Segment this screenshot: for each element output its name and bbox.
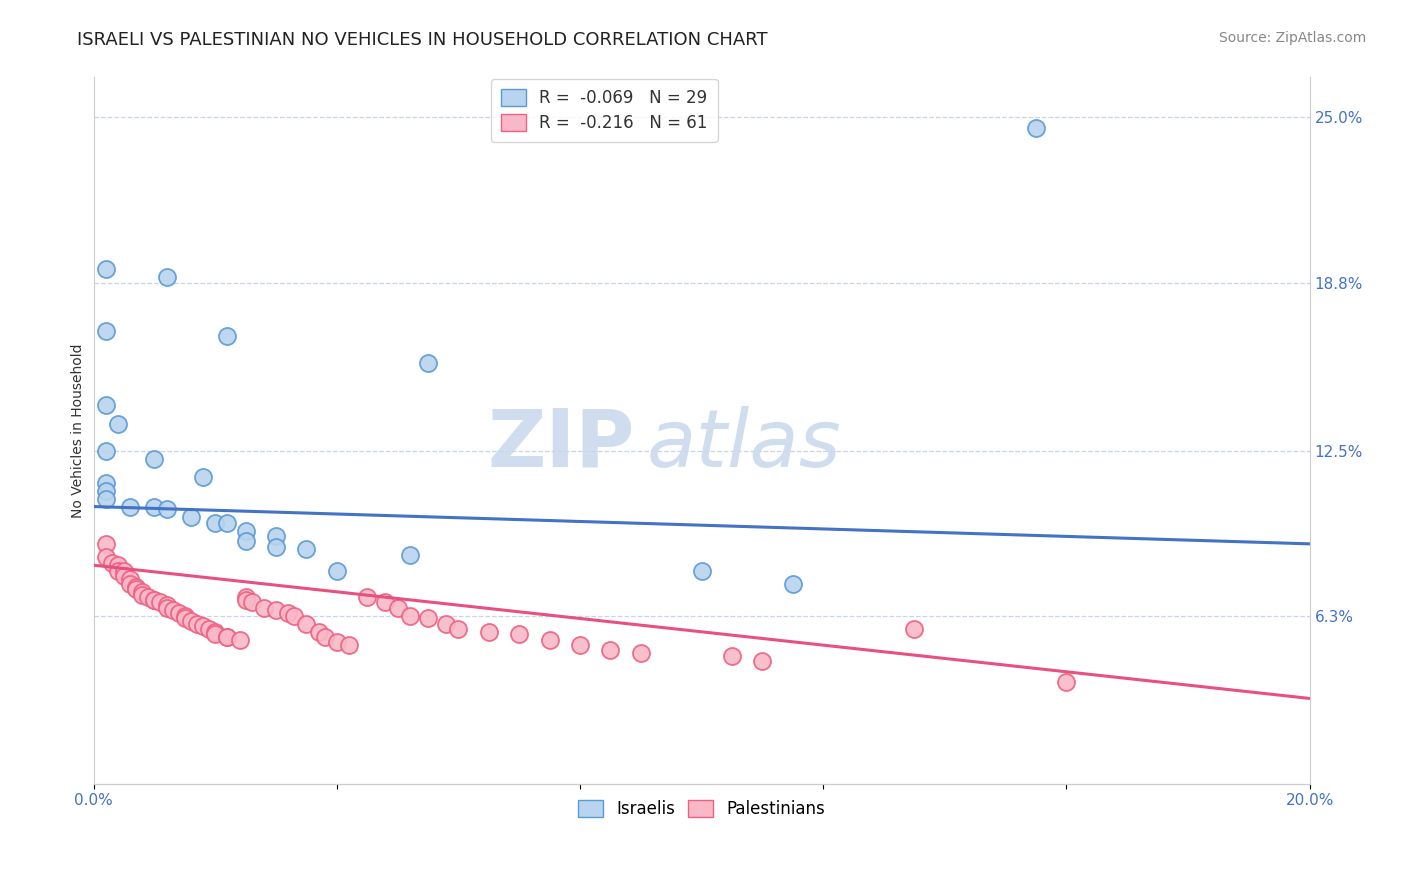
Point [630,646,652,660]
Point [107,558,129,573]
Point [240,595,263,609]
Point [337,638,360,652]
Point [125,582,148,597]
Point [217,329,239,343]
Point [295,616,318,631]
Point [228,632,250,647]
Point [186,616,208,631]
Y-axis label: No Vehicles in Household: No Vehicles in Household [72,343,86,518]
Point [167,606,190,620]
Point [112,569,135,583]
Point [599,643,621,657]
Point [162,603,184,617]
Point [191,619,214,633]
Point [101,556,124,570]
Point [1025,121,1047,136]
Point [374,595,396,609]
Point [120,572,142,586]
Point [277,606,299,620]
Point [131,584,153,599]
Point [903,622,925,636]
Point [107,564,129,578]
Point [253,600,276,615]
Text: Source: ZipAtlas.com: Source: ZipAtlas.com [1219,31,1367,45]
Point [204,627,226,641]
Point [155,270,177,285]
Legend: Israelis, Palestinians: Israelis, Palestinians [571,793,832,825]
Text: atlas: atlas [647,406,842,483]
Point [180,614,202,628]
Point [356,590,378,604]
Point [136,590,159,604]
Point [94,550,117,565]
Point [690,564,713,578]
Point [131,587,153,601]
Point [107,417,129,431]
Point [721,648,744,663]
Point [94,398,117,412]
Text: ISRAELI VS PALESTINIAN NO VEHICLES IN HOUSEHOLD CORRELATION CHART: ISRAELI VS PALESTINIAN NO VEHICLES IN HO… [77,31,768,49]
Point [94,491,117,506]
Point [180,510,202,524]
Point [173,608,195,623]
Point [508,627,530,641]
Point [204,516,226,530]
Point [94,324,117,338]
Point [143,592,166,607]
Point [94,483,117,498]
Point [155,598,177,612]
Point [264,603,287,617]
Point [149,595,172,609]
Point [120,500,142,514]
Point [434,616,457,631]
Point [235,534,257,549]
Point [264,540,287,554]
Point [398,548,420,562]
Point [326,564,349,578]
Point [235,524,257,538]
Point [264,529,287,543]
Point [398,608,420,623]
Point [198,622,221,636]
Point [308,624,330,639]
Point [235,592,257,607]
Point [143,592,166,607]
Point [235,590,257,604]
Point [782,577,804,591]
Point [217,630,239,644]
Point [1054,675,1077,690]
Point [143,451,166,466]
Point [155,600,177,615]
Point [538,632,561,647]
Text: ZIP: ZIP [488,406,634,483]
Point [478,624,501,639]
Point [94,443,117,458]
Point [125,580,148,594]
Point [94,262,117,277]
Point [155,502,177,516]
Point [416,356,439,370]
Point [447,622,470,636]
Point [387,600,409,615]
Point [217,630,239,644]
Point [416,611,439,625]
Point [326,635,349,649]
Point [283,608,305,623]
Point [569,638,592,652]
Point [751,654,773,668]
Point [94,537,117,551]
Point [173,611,195,625]
Point [204,624,226,639]
Point [112,564,135,578]
Point [191,470,214,484]
Point [217,516,239,530]
Point [120,577,142,591]
Point [295,542,318,557]
Point [314,630,336,644]
Point [143,500,166,514]
Point [94,475,117,490]
